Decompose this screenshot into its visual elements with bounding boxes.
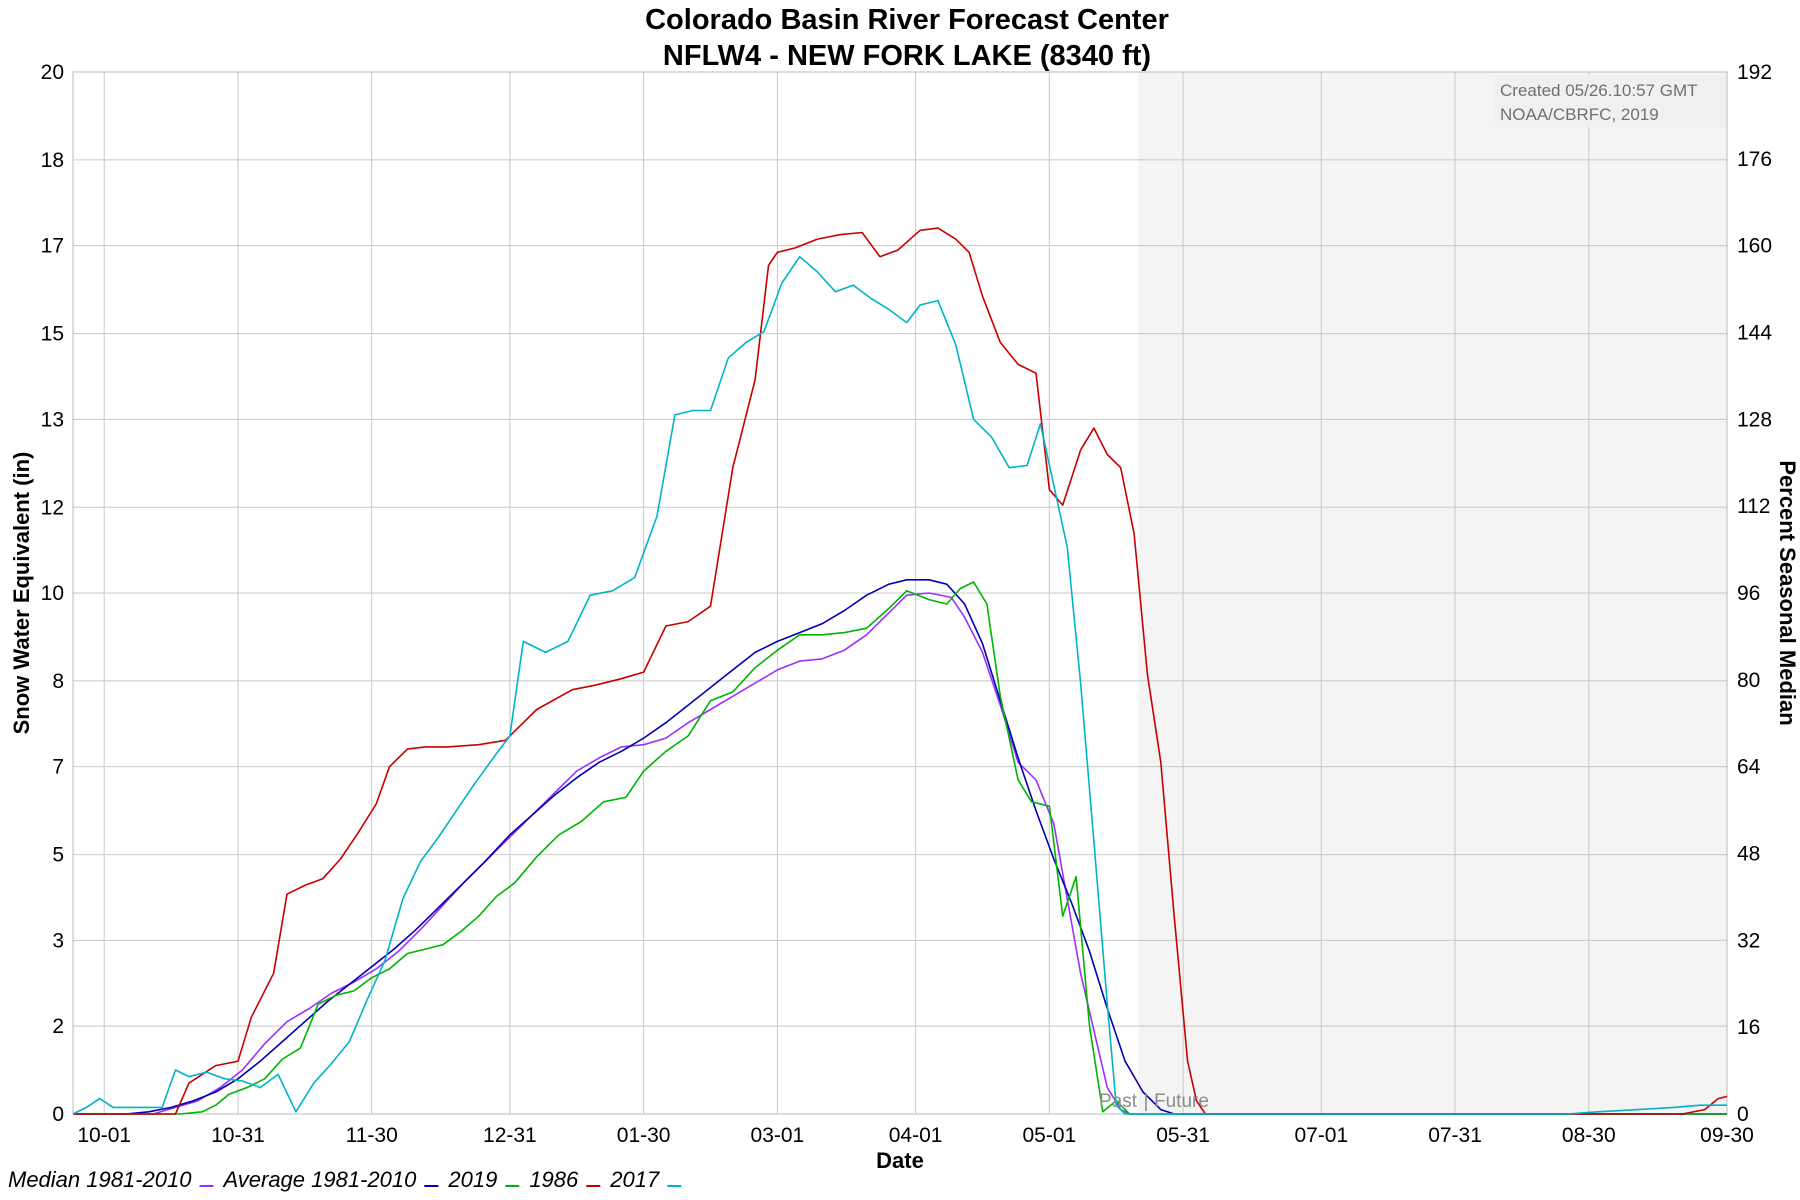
y-tick-label-6: 10 [41, 582, 64, 605]
legend-label-2017: 2017 [609, 1167, 660, 1192]
y-tick-label-5: 8 [52, 670, 64, 693]
x-axis-label: Date [876, 1148, 924, 1173]
plot-frame [72, 71, 1728, 1115]
y2-tick-label-160: 160 [1737, 235, 1772, 258]
legend-label-average-1981-2010: Average 1981-2010 [221, 1167, 417, 1192]
series-line-1986 [73, 227, 1728, 1115]
x-tick-label-11-30: 11-30 [346, 1124, 398, 1147]
y2-tick-label-96: 96 [1737, 582, 1760, 605]
y-axis-ticks: 0 2 3 5 7 8 10 12 13 15 17 18 20 [41, 61, 64, 1126]
plot-area [72, 71, 1728, 1115]
credit-created: Created 05/26.10:57 GMT [1500, 81, 1698, 100]
y-tick-label-4: 7 [52, 756, 64, 779]
y2-tick-label-64: 64 [1737, 756, 1761, 779]
legend-label-2019: 2019 [447, 1167, 497, 1192]
x-tick-label-10-31: 10-31 [211, 1124, 265, 1147]
y-tick-label-2: 3 [52, 929, 64, 952]
x-tick-label-04-01: 04-01 [889, 1124, 943, 1147]
y-tick-label-1: 2 [52, 1015, 64, 1038]
y2-tick-label-128: 128 [1737, 408, 1772, 431]
chart-title: Colorado Basin River Forecast Center [645, 4, 1169, 36]
y2-axis-label: Percent Seasonal Median [1775, 460, 1800, 725]
y-tick-label-12: 20 [41, 61, 64, 84]
series-lines [72, 227, 1728, 1115]
y2-tick-label-112: 112 [1737, 495, 1770, 518]
x-tick-label-01-30: 01-30 [617, 1124, 671, 1147]
past-label: Past [1099, 1091, 1138, 1112]
x-tick-label-05-31: 05-31 [1156, 1124, 1210, 1147]
y-tick-label-8: 13 [41, 408, 64, 431]
series-line-median-1981-2010 [73, 592, 1727, 1115]
y-tick-label-7: 12 [41, 496, 64, 519]
past-future-label: Past | Future [1099, 1091, 1209, 1112]
legend: Median 1981-2010 Average 1981-2010 2019 198… [8, 1167, 682, 1192]
x-tick-label-10-01: 10-01 [77, 1124, 131, 1147]
y2-tick-label-32: 32 [1737, 929, 1760, 952]
past-future-separator: | [1144, 1091, 1149, 1112]
series-line-2019 [73, 581, 1727, 1115]
y-tick-label-3: 5 [52, 844, 64, 867]
series-line-average-1981-2010 [73, 579, 1727, 1115]
y2-tick-label-176: 176 [1737, 148, 1772, 171]
credit-box: Created 05/26.10:57 GMT NOAA/CBRFC, 2019 [1495, 75, 1726, 127]
credit-agency: NOAA/CBRFC, 2019 [1500, 105, 1659, 124]
y-axis-label: Snow Water Equivalent (in) [9, 452, 34, 735]
y2-axis-ticks: 0 16 32 48 64 80 96 112 128 144 160 176 192 [1737, 61, 1772, 1126]
y2-tick-label-0: 0 [1737, 1103, 1749, 1126]
x-tick-label-07-01: 07-01 [1294, 1124, 1348, 1147]
y2-tick-label-80: 80 [1737, 669, 1760, 692]
legend-label-median-1981-2010: Median 1981-2010 [8, 1167, 192, 1192]
y2-tick-label-16: 16 [1737, 1016, 1760, 1039]
x-axis-ticks: 10-01 10-31 11-30 12-31 01-30 03-01 04-01 05-01… [77, 1124, 1754, 1147]
credit-background [1495, 75, 1726, 127]
x-tick-label-05-01: 05-01 [1022, 1124, 1076, 1147]
y-tick-label-0: 0 [52, 1103, 64, 1126]
y-tick-label-10: 17 [41, 235, 64, 258]
future-label: Future [1154, 1091, 1209, 1112]
y2-tick-label-48: 48 [1737, 843, 1760, 866]
legend-label-1986: 1986 [529, 1167, 579, 1192]
series-line-2017 [72, 255, 1727, 1115]
y2-tick-label-192: 192 [1737, 61, 1772, 84]
x-tick-label-12-31: 12-31 [483, 1124, 537, 1147]
chart-subtitle: NFLW4 - NEW FORK LAKE (8340 ft) [663, 40, 1151, 72]
y-tick-label-11: 18 [41, 149, 64, 172]
x-tick-label-03-01: 03-01 [751, 1124, 805, 1147]
x-tick-label-08-30: 08-30 [1562, 1124, 1616, 1147]
y2-tick-label-144: 144 [1737, 322, 1772, 345]
x-tick-label-09-30: 09-30 [1700, 1124, 1754, 1147]
y-tick-label-9: 15 [41, 323, 64, 346]
x-tick-label-07-31: 07-31 [1428, 1124, 1482, 1147]
